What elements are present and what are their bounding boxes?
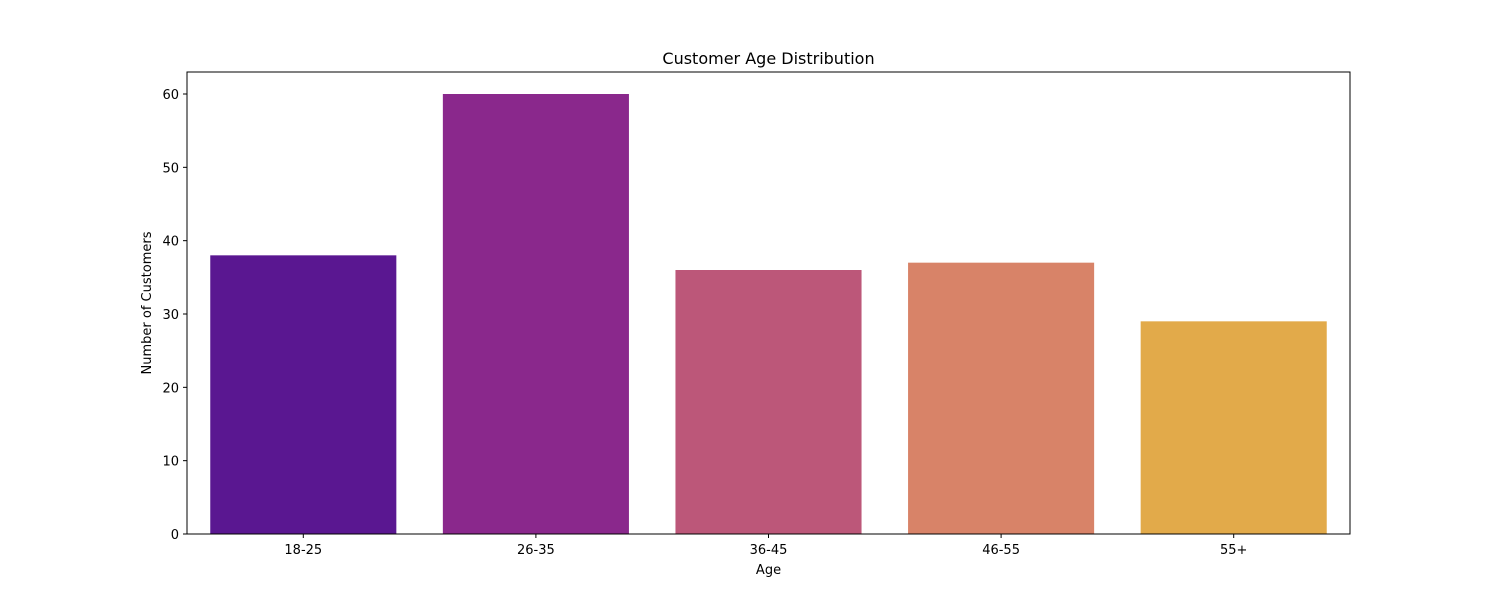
x-tick-label: 26-35 xyxy=(517,543,555,558)
bar-18-25 xyxy=(210,255,397,535)
y-tick-label: 50 xyxy=(162,161,179,176)
chart-title: Customer Age Distribution xyxy=(662,49,874,68)
bar-36-45 xyxy=(675,270,862,534)
x-tick-label: 46-55 xyxy=(982,543,1020,558)
y-tick-label: 40 xyxy=(162,235,179,250)
y-tick-label: 10 xyxy=(162,455,179,470)
y-tick-label: 0 xyxy=(171,528,179,543)
bar-46-55 xyxy=(908,262,1095,534)
x-axis: 18-25 26-35 36-45 46-55 55+ xyxy=(284,534,1247,558)
y-axis: 0 10 20 30 40 50 60 xyxy=(162,88,187,543)
bar-55+ xyxy=(1140,321,1327,534)
bars-group xyxy=(210,94,1327,535)
x-tick-label: 18-25 xyxy=(284,543,322,558)
y-tick-label: 60 xyxy=(162,88,179,103)
plot-frame xyxy=(186,71,1351,535)
y-tick-label: 30 xyxy=(162,308,179,323)
bar-26-35 xyxy=(442,94,629,534)
y-tick-label: 20 xyxy=(162,381,179,396)
x-tick-label: 55+ xyxy=(1220,543,1247,558)
x-tick-label: 36-45 xyxy=(750,543,788,558)
y-axis-label: Number of Customers xyxy=(140,231,155,374)
x-axis-label: Age xyxy=(756,563,781,578)
